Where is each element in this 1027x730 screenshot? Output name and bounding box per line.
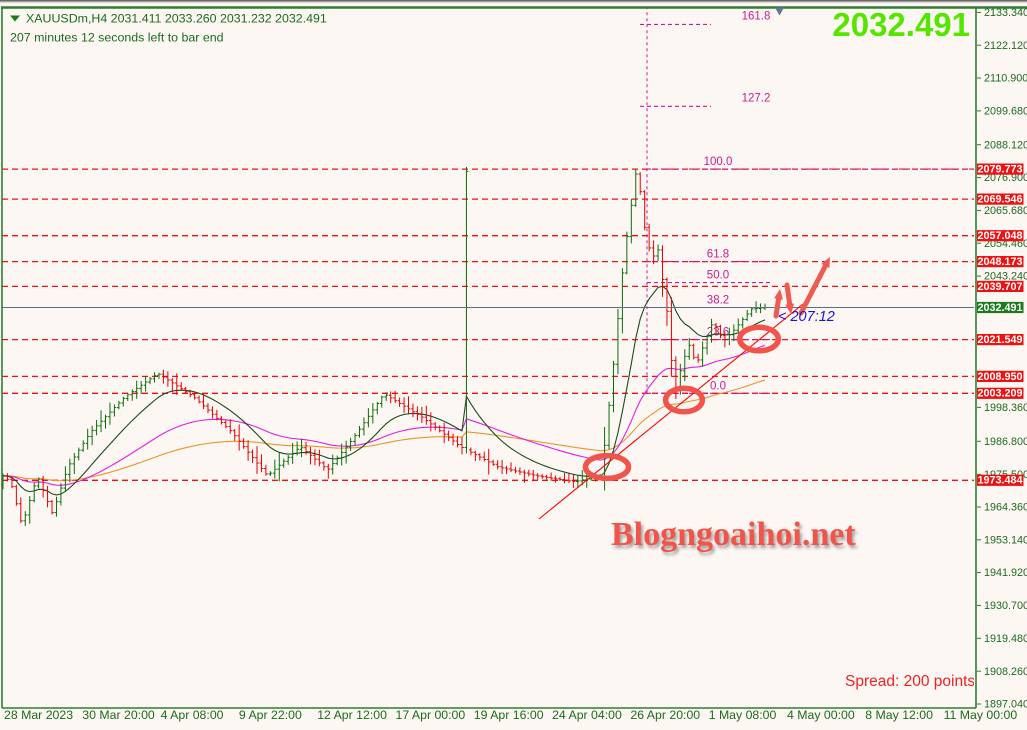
svg-text:1908.260: 1908.260	[984, 666, 1027, 678]
svg-text:1998.360: 1998.360	[984, 402, 1027, 414]
svg-text:161.8: 161.8	[742, 10, 771, 22]
svg-text:1 May 08:00: 1 May 08:00	[709, 708, 777, 722]
svg-text:207 minutes 12 seconds left to: 207 minutes 12 seconds left to bar end	[10, 31, 224, 45]
svg-text:1986.800: 1986.800	[984, 436, 1027, 448]
svg-text:26 Apr 20:00: 26 Apr 20:00	[630, 708, 700, 722]
svg-text:17 Apr 00:00: 17 Apr 00:00	[396, 708, 466, 722]
svg-text:12 Apr 12:00: 12 Apr 12:00	[317, 708, 387, 722]
svg-text:1930.700: 1930.700	[984, 600, 1027, 612]
svg-text:50.0: 50.0	[707, 270, 729, 282]
svg-text:2079.773: 2079.773	[977, 164, 1022, 176]
svg-text:2069.546: 2069.546	[977, 194, 1022, 206]
svg-text:28 Mar 2023: 28 Mar 2023	[4, 708, 73, 722]
svg-text:24 Apr 04:00: 24 Apr 04:00	[552, 708, 622, 722]
svg-text:2122.120: 2122.120	[984, 40, 1027, 52]
svg-text:9 Apr 22:00: 9 Apr 22:00	[239, 708, 302, 722]
svg-text:2032.491: 2032.491	[977, 302, 1022, 314]
svg-text:2133.340: 2133.340	[984, 7, 1027, 19]
svg-text:4 Apr 08:00: 4 Apr 08:00	[161, 708, 224, 722]
svg-text:2021.549: 2021.549	[977, 334, 1022, 346]
svg-text:61.8: 61.8	[707, 249, 729, 261]
svg-text:2032.491: 2032.491	[832, 6, 970, 43]
svg-text:2110.900: 2110.900	[984, 73, 1027, 85]
svg-text:XAUUSDm,H4 2031.411 2033.260: XAUUSDm,H4 2031.411 2033.260 2031.232 20…	[26, 12, 327, 26]
svg-text:2003.209: 2003.209	[977, 388, 1022, 400]
svg-text:2057.048: 2057.048	[977, 230, 1022, 242]
svg-text:2039.707: 2039.707	[977, 281, 1022, 293]
svg-text:2008.950: 2008.950	[977, 371, 1022, 383]
svg-text:38.2: 38.2	[707, 295, 729, 307]
svg-text:1919.480: 1919.480	[984, 633, 1027, 645]
svg-text:19 Apr 16:00: 19 Apr 16:00	[474, 708, 544, 722]
svg-text:Blogngoaihoi.net: Blogngoaihoi.net	[611, 516, 856, 553]
svg-text:1941.920: 1941.920	[984, 567, 1027, 579]
svg-text:0.0: 0.0	[710, 380, 726, 392]
svg-text:11 May 00:00: 11 May 00:00	[944, 708, 1018, 722]
svg-text:Spread: 200 points.: Spread: 200 points.	[845, 673, 979, 690]
svg-text:30 Mar 20:00: 30 Mar 20:00	[82, 708, 155, 722]
svg-text:< 207:12: < 207:12	[778, 309, 835, 325]
svg-text:1973.484: 1973.484	[977, 475, 1022, 487]
svg-text:2088.120: 2088.120	[984, 139, 1027, 151]
svg-text:2065.680: 2065.680	[984, 205, 1027, 217]
svg-text:4 May 00:00: 4 May 00:00	[787, 708, 855, 722]
svg-text:127.2: 127.2	[742, 92, 771, 104]
svg-text:2048.173: 2048.173	[977, 256, 1022, 268]
svg-text:100.0: 100.0	[704, 156, 733, 168]
svg-text:2099.680: 2099.680	[984, 106, 1027, 118]
svg-text:1953.140: 1953.140	[984, 534, 1027, 546]
svg-text:8 May 12:00: 8 May 12:00	[865, 708, 933, 722]
svg-text:1964.360: 1964.360	[984, 502, 1027, 514]
